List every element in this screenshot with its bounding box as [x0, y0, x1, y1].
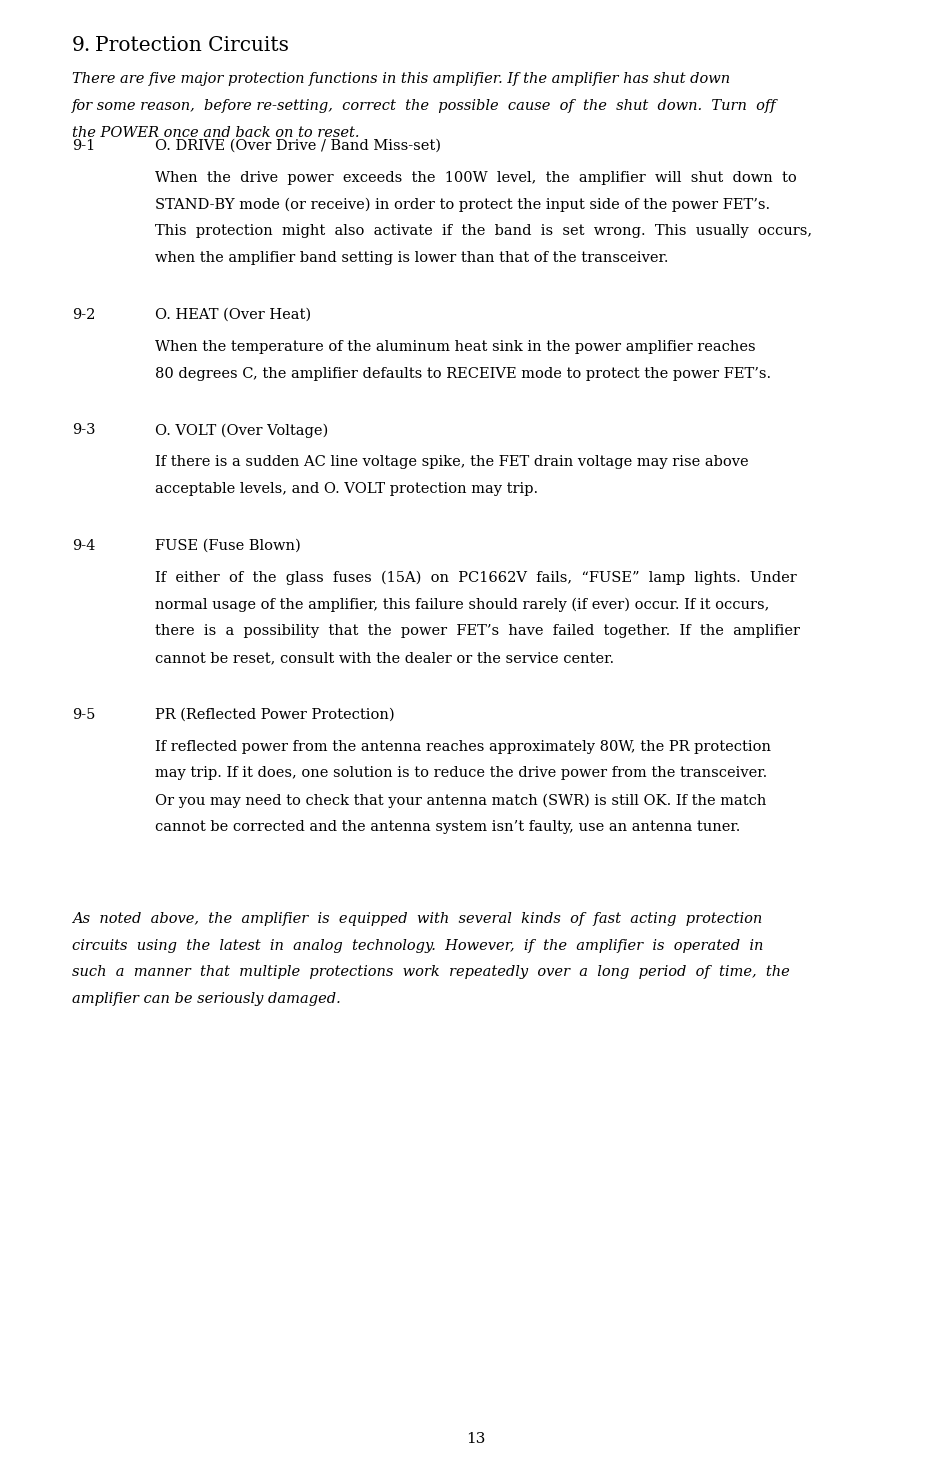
Text: Protection Circuits: Protection Circuits — [95, 35, 288, 55]
Text: O. HEAT (Over Heat): O. HEAT (Over Heat) — [155, 308, 311, 321]
Text: 9.: 9. — [72, 35, 91, 55]
Text: there  is  a  possibility  that  the  power  FET’s  have  failed  together.  If : there is a possibility that the power FE… — [155, 624, 800, 638]
Text: Or you may need to check that your antenna match (SWR) is still OK. If the match: Or you may need to check that your anten… — [155, 793, 766, 808]
Text: When  the  drive  power  exceeds  the  100W  level,  the  amplifier  will  shut : When the drive power exceeds the 100W le… — [155, 171, 797, 184]
Text: cannot be reset, consult with the dealer or the service center.: cannot be reset, consult with the dealer… — [155, 652, 614, 665]
Text: This  protection  might  also  activate  if  the  band  is  set  wrong.  This  u: This protection might also activate if t… — [155, 224, 812, 239]
Text: 80 degrees C, the amplifier defaults to RECEIVE mode to protect the power FET’s.: 80 degrees C, the amplifier defaults to … — [155, 367, 771, 380]
Text: O. VOLT (Over Voltage): O. VOLT (Over Voltage) — [155, 423, 328, 438]
Text: acceptable levels, and O. VOLT protection may trip.: acceptable levels, and O. VOLT protectio… — [155, 482, 538, 495]
Text: when the amplifier band setting is lower than that of the transceiver.: when the amplifier band setting is lower… — [155, 251, 668, 265]
Text: O. DRIVE (Over Drive / Band Miss-set): O. DRIVE (Over Drive / Band Miss-set) — [155, 139, 441, 153]
Text: There are five major protection functions in this amplifier. If the amplifier ha: There are five major protection function… — [72, 72, 730, 85]
Text: for some reason,  before re-setting,  correct  the  possible  cause  of  the  sh: for some reason, before re-setting, corr… — [72, 99, 777, 113]
Text: 9-5: 9-5 — [72, 708, 95, 722]
Text: the POWER once and back on to reset.: the POWER once and back on to reset. — [72, 125, 360, 140]
Text: FUSE (Fuse Blown): FUSE (Fuse Blown) — [155, 539, 301, 553]
Text: 9-3: 9-3 — [72, 423, 95, 438]
Text: normal usage of the amplifier, this failure should rarely (if ever) occur. If it: normal usage of the amplifier, this fail… — [155, 597, 769, 612]
Text: circuits  using  the  latest  in  analog  technology.  However,  if  the  amplif: circuits using the latest in analog tech… — [72, 939, 764, 952]
Text: If reflected power from the antenna reaches approximately 80W, the PR protection: If reflected power from the antenna reac… — [155, 740, 771, 753]
Text: If there is a sudden AC line voltage spike, the FET drain voltage may rise above: If there is a sudden AC line voltage spi… — [155, 455, 748, 469]
Text: PR (Reflected Power Protection): PR (Reflected Power Protection) — [155, 708, 395, 722]
Text: If  either  of  the  glass  fuses  (15A)  on  PC1662V  fails,  “FUSE”  lamp  lig: If either of the glass fuses (15A) on PC… — [155, 570, 797, 585]
Text: 13: 13 — [466, 1433, 486, 1446]
Text: When the temperature of the aluminum heat sink in the power amplifier reaches: When the temperature of the aluminum hea… — [155, 340, 756, 354]
Text: such  a  manner  that  multiple  protections  work  repeatedly  over  a  long  p: such a manner that multiple protections … — [72, 965, 790, 979]
Text: As  noted  above,  the  amplifier  is  equipped  with  several  kinds  of  fast : As noted above, the amplifier is equippe… — [72, 912, 763, 926]
Text: cannot be corrected and the antenna system isn’t faulty, use an antenna tuner.: cannot be corrected and the antenna syst… — [155, 820, 741, 834]
Text: 9-2: 9-2 — [72, 308, 95, 321]
Text: 9-1: 9-1 — [72, 139, 95, 153]
Text: 9-4: 9-4 — [72, 539, 95, 553]
Text: amplifier can be seriously damaged.: amplifier can be seriously damaged. — [72, 992, 341, 1007]
Text: may trip. If it does, one solution is to reduce the drive power from the transce: may trip. If it does, one solution is to… — [155, 766, 767, 780]
Text: STAND-BY mode (or receive) in order to protect the input side of the power FET’s: STAND-BY mode (or receive) in order to p… — [155, 198, 770, 212]
